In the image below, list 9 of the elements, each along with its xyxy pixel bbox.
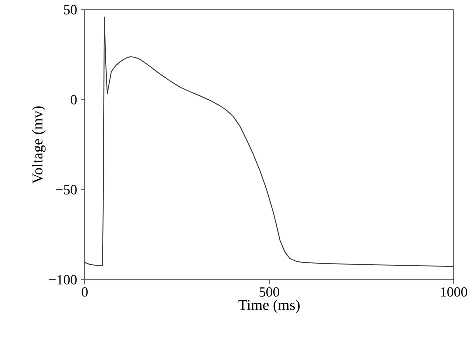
x-tick-label: 0	[82, 288, 88, 297]
y-tick-label: 50	[64, 5, 77, 15]
x-axis-title: Time (ms)	[238, 300, 300, 314]
y-tick-label: −100	[49, 275, 77, 285]
y-axis-title: Voltage (mv)	[32, 106, 46, 184]
x-tick-label: 500	[260, 288, 280, 297]
y-tick-label: −50	[56, 185, 77, 195]
y-tick-label: 0	[71, 95, 77, 105]
x-tick-label: 1000	[441, 288, 468, 297]
